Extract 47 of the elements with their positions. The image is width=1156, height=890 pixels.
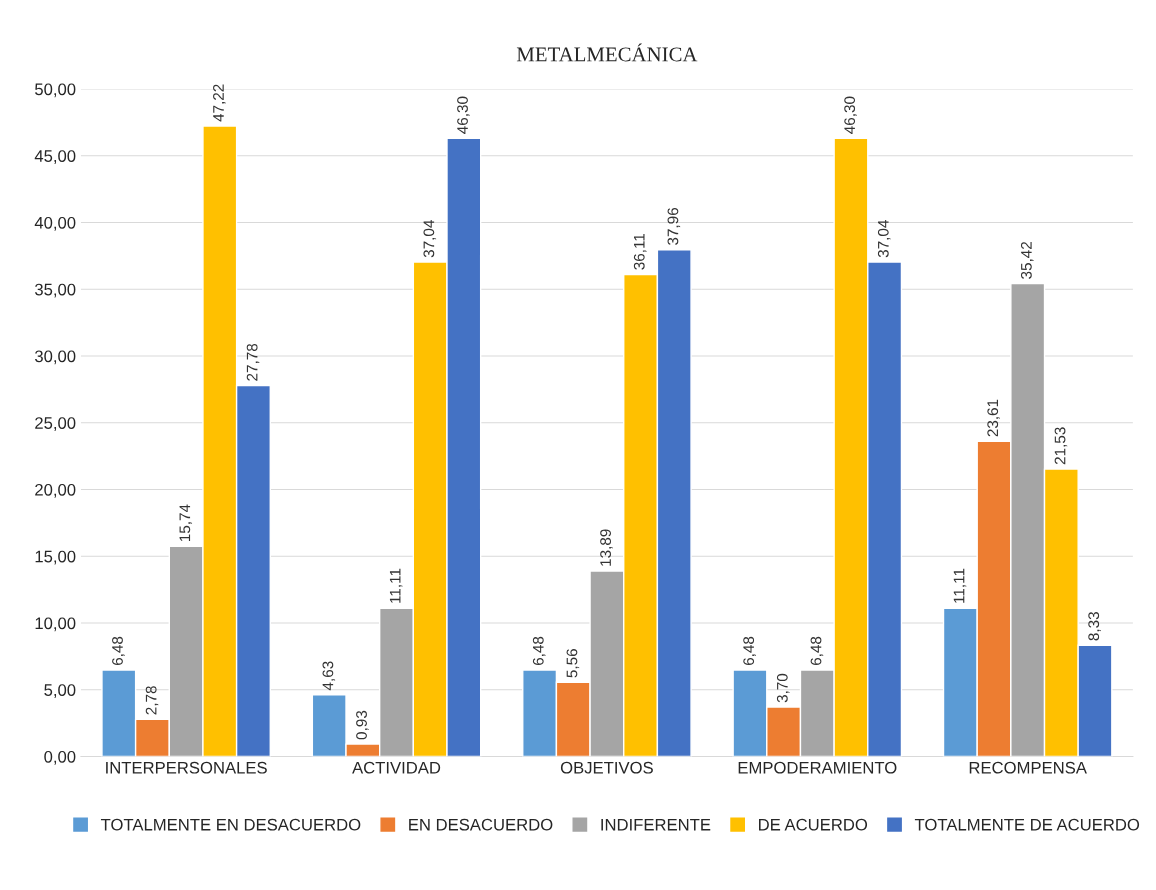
x-tick-label: RECOMPENSA (969, 761, 1087, 774)
y-tick-label: 5,00 (44, 684, 76, 698)
y-tick-label: 10,00 (35, 617, 76, 632)
data-label: 15,74 (179, 504, 193, 542)
data-label: 2,78 (145, 686, 159, 715)
x-tick-label: EMPODERAMIENTO (738, 761, 897, 774)
data-label: 46,30 (457, 96, 470, 134)
y-tick-label: 45,00 (34, 150, 76, 164)
data-label: 23,61 (987, 399, 1000, 437)
data-label: 6,48 (112, 636, 125, 666)
data-label: 5,56 (566, 649, 580, 678)
y-tick-label: 35,00 (34, 283, 76, 298)
chart-title: METALMECÁNICA (516, 43, 698, 62)
legend-label: TOTALMENTE DE ACUERDO (914, 818, 1140, 831)
y-tick-label: 0,00 (44, 750, 76, 765)
y-tick-label: 40,00 (34, 216, 76, 231)
legend-label: INDIFERENTE (601, 818, 711, 831)
data-label: 21,53 (1054, 427, 1068, 465)
legend-label: EN DESACUERDO (409, 818, 553, 831)
data-label: 6,48 (743, 636, 756, 666)
data-label: 47,22 (213, 84, 226, 122)
data-label: 37,04 (423, 220, 437, 258)
x-tick-label: INTERPERSONALES (106, 761, 267, 774)
legend-label: TOTALMENTE EN DESACUERDO (100, 818, 361, 831)
data-label: 6,48 (810, 636, 824, 666)
data-label: 37,04 (877, 220, 891, 258)
data-label: 6,48 (532, 636, 546, 666)
data-label: 0,93 (356, 710, 369, 740)
legend-label: DE ACUERDO (759, 818, 868, 831)
x-tick-label: ACTIVIDAD (352, 761, 441, 774)
data-label: 35,42 (1020, 242, 1034, 279)
data-label: 27,78 (246, 343, 260, 381)
y-tick-label: 30,00 (34, 350, 76, 365)
y-tick-label: 15,00 (35, 550, 76, 565)
data-label: 11,11 (953, 568, 967, 603)
data-label: 8,33 (1088, 612, 1101, 641)
data-label: 37,96 (667, 208, 681, 245)
data-label: 13,89 (600, 529, 613, 566)
data-label: 46,30 (844, 96, 857, 134)
data-label: 3,70 (776, 673, 790, 703)
x-tick-label: OBJETIVOS (560, 761, 653, 774)
data-label: 4,63 (322, 661, 336, 691)
data-label: 36,11 (633, 233, 647, 270)
data-label: 11,11 (389, 568, 403, 603)
y-tick-label: 20,00 (35, 483, 76, 498)
y-tick-label: 25,00 (35, 417, 76, 431)
y-tick-label: 50,00 (35, 83, 76, 98)
